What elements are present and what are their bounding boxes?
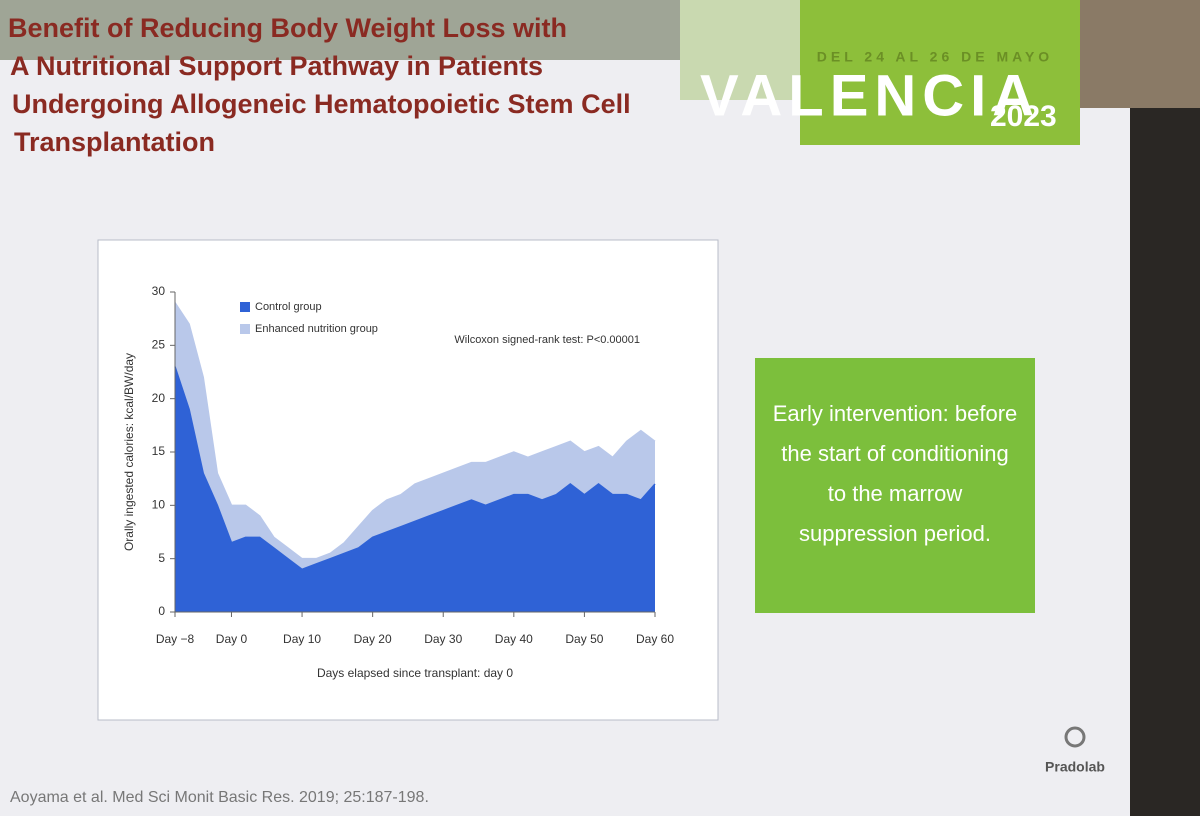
- title-line: Benefit of Reducing Body Weight Loss wit…: [8, 13, 567, 43]
- citation: Aoyama et al. Med Sci Monit Basic Res. 2…: [10, 789, 429, 806]
- banner-photo: [0, 0, 800, 60]
- callout-line: the start of conditioning: [781, 441, 1008, 466]
- banner-fade: [680, 0, 800, 100]
- y-tick-label: 10: [152, 498, 166, 512]
- legend-swatch: [240, 302, 250, 312]
- x-tick-label: Day 30: [424, 632, 462, 646]
- title-line: A Nutritional Support Pathway in Patient…: [10, 51, 543, 81]
- callout-box: [755, 358, 1035, 613]
- banner: [800, 0, 1080, 145]
- x-tick-label: Day 20: [354, 632, 392, 646]
- area-line: [174, 366, 656, 571]
- webcam: [1075, 0, 1200, 108]
- area-line: [174, 302, 656, 560]
- logo: Pradolab: [1045, 759, 1105, 775]
- banner-year: 2023: [990, 100, 1057, 133]
- x-tick-label: Day 60: [636, 632, 674, 646]
- x-tick-label: Day 0: [216, 632, 248, 646]
- callout-line: to the marrow: [828, 481, 963, 506]
- callout-line: Early intervention: before: [773, 401, 1018, 426]
- callout-line: suppression period.: [799, 521, 991, 546]
- title-line: Undergoing Allogeneic Hematopoietic Stem…: [12, 89, 631, 119]
- y-tick-label: 0: [158, 604, 165, 618]
- x-tick-label: Day 40: [495, 632, 533, 646]
- x-tick-label: Day 50: [565, 632, 603, 646]
- logo-icon: [1064, 726, 1086, 748]
- legend-swatch: [240, 324, 250, 334]
- y-axis-label: Orally ingested calories: kcal/BW/day: [122, 353, 136, 551]
- y-tick-label: 20: [152, 391, 166, 405]
- banner-city: VALENCIA: [700, 63, 1040, 128]
- x-axis-label: Days elapsed since transplant: day 0: [317, 666, 513, 680]
- y-tick-label: 5: [158, 551, 165, 565]
- legend-label: Control group: [255, 301, 322, 313]
- annotation: Wilcoxon signed-rank test: P<0.00001: [454, 334, 640, 346]
- title-line: Transplantation: [14, 127, 215, 157]
- area-fill: [175, 366, 655, 612]
- x-tick-label: Day −8: [156, 632, 195, 646]
- y-tick-label: 15: [152, 444, 166, 458]
- y-tick-label: 25: [152, 338, 166, 352]
- legend-label: Enhanced nutrition group: [255, 323, 378, 335]
- y-tick-label: 30: [152, 284, 166, 298]
- x-tick-label: Day 10: [283, 632, 321, 646]
- banner-dates: DEL 24 AL 26 DE MAYO: [817, 49, 1053, 65]
